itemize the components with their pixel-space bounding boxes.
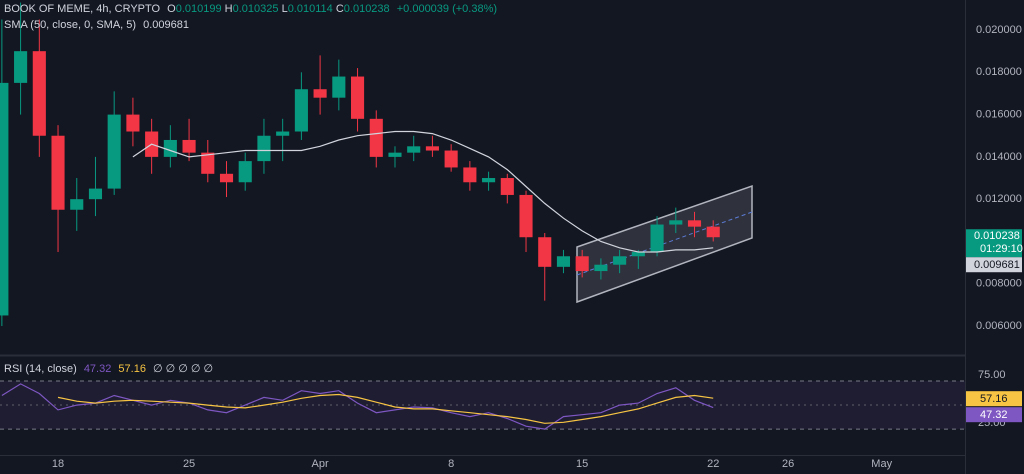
rsi-ma-value: 57.16 <box>118 363 146 375</box>
last-price: 0.010238 <box>974 230 1020 242</box>
sma-legend: SMA (50, close, 0, SMA, 5) 0.009681 <box>4 19 193 31</box>
candle-body <box>32 51 46 136</box>
y-tick-label: 75.00 <box>978 369 1006 381</box>
y-tick-label: 0.006000 <box>976 320 1022 332</box>
candle-body <box>388 152 402 157</box>
candle-body <box>0 82 9 316</box>
countdown: 01:29:10 <box>980 243 1023 255</box>
candle-body <box>538 237 552 267</box>
rsi-ma-line <box>57 393 714 424</box>
sma-tag <box>966 257 1022 273</box>
rsi-extra: ∅ ∅ ∅ ∅ ∅ <box>153 363 214 375</box>
candle-body <box>650 224 664 253</box>
candle-body <box>407 146 421 153</box>
candle-body <box>444 150 458 168</box>
x-tick-label: Apr <box>312 458 329 470</box>
sma-name: SMA (50, close, 0, SMA, 5) <box>4 19 137 31</box>
candle-body <box>463 167 477 183</box>
candle-body <box>51 135 65 210</box>
y-tick-label: 0.014000 <box>976 151 1022 163</box>
candle-body <box>238 161 252 183</box>
sma-line <box>132 130 714 253</box>
candle-body <box>332 76 346 98</box>
ohlc-key: C <box>335 3 344 15</box>
candle-body <box>350 76 365 119</box>
candle-body <box>163 139 177 157</box>
sma-value: 0.009681 <box>143 19 190 31</box>
candle-body <box>70 199 84 210</box>
rsi-ma-tag-value: 57.16 <box>980 393 1008 405</box>
last-price-tag <box>966 229 1022 258</box>
y-tick-label: 0.018000 <box>976 66 1022 78</box>
x-tick-label: May <box>871 458 892 470</box>
y-tick-label: 0.008000 <box>976 278 1022 290</box>
candle-body <box>201 152 215 174</box>
ohlc-key: H <box>224 3 233 15</box>
candle-body <box>126 114 140 132</box>
symbol-legend: BOOK OF MEME, 4h, CRYPTO O0.010199 H0.01… <box>4 3 501 15</box>
candle-body <box>669 220 683 225</box>
y-tick-label: 0.016000 <box>976 109 1022 121</box>
x-tick-label: 26 <box>782 458 794 470</box>
change: +0.000039 (+0.38%) <box>396 3 498 15</box>
ohlc-value: 0.010199 <box>175 3 222 15</box>
candle-body <box>369 118 383 157</box>
rsi-value: 47.32 <box>83 363 112 375</box>
rsi-legend: RSI (14, close) 47.32 57.16 ∅ ∅ ∅ ∅ ∅ <box>4 362 217 375</box>
candle-body <box>631 252 645 257</box>
ohlc-key: L <box>281 3 288 15</box>
ohlc: O0.010199 H0.010325 L0.010114 C0.010238 <box>167 3 393 15</box>
x-tick-label: 25 <box>183 458 195 470</box>
sma-tag-value: 0.009681 <box>974 259 1020 271</box>
ohlc-value: 0.010238 <box>343 3 390 15</box>
x-tick-label: 22 <box>707 458 719 470</box>
candle-body <box>14 51 28 83</box>
symbol: BOOK OF MEME, 4h, CRYPTO <box>4 3 161 15</box>
candle-body <box>294 89 308 132</box>
channel-midline <box>576 211 753 276</box>
rsi-line <box>1 383 714 430</box>
candle-body <box>425 146 439 151</box>
candle-body <box>88 188 103 200</box>
candle-body <box>575 256 589 272</box>
rsi-tag-value: 47.32 <box>980 409 1008 421</box>
candle-body <box>519 194 533 238</box>
ohlc-key: O <box>167 3 176 15</box>
x-tick-label: 8 <box>448 458 454 470</box>
candle-body <box>219 173 234 183</box>
candle-body <box>556 256 571 267</box>
rsi-tag <box>966 407 1022 423</box>
candle-body <box>706 226 720 238</box>
y-tick-label: 0.020000 <box>976 24 1022 36</box>
x-tick-label: 18 <box>52 458 64 470</box>
candle-body <box>257 135 271 162</box>
candle-body <box>594 264 608 272</box>
rsi-title: RSI (14, close) <box>4 363 77 375</box>
candle-body <box>687 220 702 227</box>
candle-body <box>500 178 514 195</box>
rsi-ma-tag <box>966 391 1022 407</box>
candle-body <box>613 256 627 265</box>
ohlc-value: 0.010325 <box>232 3 279 15</box>
candle-body <box>107 114 121 189</box>
y-tick-label: 0.012000 <box>976 193 1022 205</box>
candle-body <box>276 131 290 136</box>
ohlc-value: 0.010114 <box>287 3 333 15</box>
candle-body <box>482 178 496 183</box>
candle-body <box>182 139 196 153</box>
x-tick-label: 15 <box>576 458 588 470</box>
candle-body <box>313 89 327 98</box>
